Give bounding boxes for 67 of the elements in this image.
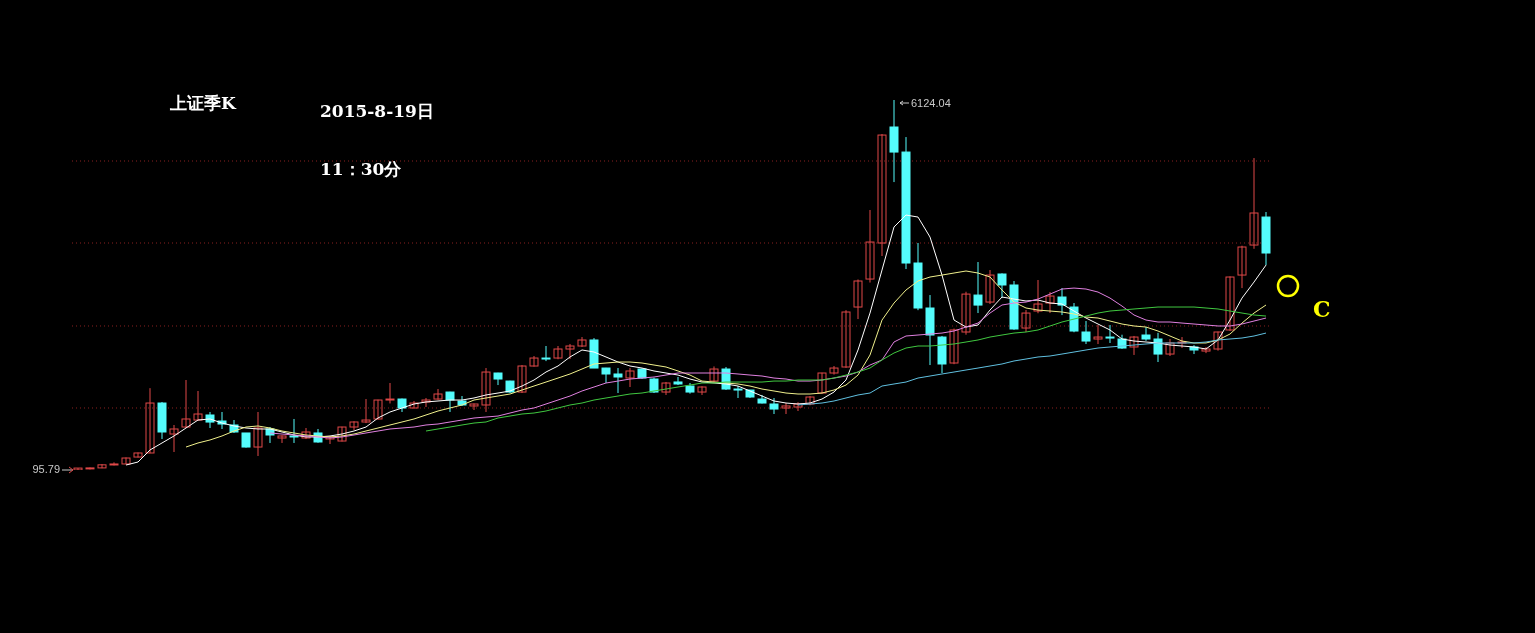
candlestick (385, 382, 395, 404)
candlestick (1129, 335, 1139, 356)
candlestick (433, 388, 443, 401)
candlestick (1141, 326, 1151, 342)
candlestick (577, 336, 587, 348)
candlestick (625, 367, 635, 388)
chart-title: 上证季K (170, 92, 236, 115)
candlestick (97, 463, 107, 469)
candlestick (601, 367, 611, 384)
candlestick (145, 387, 155, 454)
candlestick (793, 401, 803, 412)
candlestick (541, 345, 551, 362)
candlestick (985, 269, 995, 305)
candlestick (817, 372, 827, 395)
candlestick (481, 367, 491, 413)
candlestick (181, 379, 191, 429)
candlestick (841, 309, 851, 369)
candlestick (1105, 324, 1115, 344)
candlestick (529, 355, 539, 368)
candlestick (445, 391, 455, 413)
candlestick (997, 272, 1007, 299)
annotation: 6124.04 (911, 97, 951, 109)
candlestick (769, 397, 779, 415)
candlestick (1081, 320, 1091, 345)
candlestick (877, 133, 887, 257)
candlestick (1045, 291, 1055, 314)
candlestick (697, 385, 707, 396)
candlestick (673, 376, 683, 386)
candlestick (1249, 157, 1259, 250)
candlestick (289, 418, 299, 444)
candlestick (733, 385, 743, 399)
candlestick (865, 209, 875, 284)
candlestick (253, 411, 263, 457)
text: 95.79 (32, 462, 60, 475)
candlestick (337, 426, 347, 443)
candlestick (1213, 331, 1223, 352)
candlestick (1237, 245, 1247, 289)
candlestick (1021, 309, 1031, 333)
candlestick (613, 367, 623, 394)
candlestick (349, 420, 359, 431)
candlestick (553, 345, 563, 360)
candlestick (517, 364, 527, 394)
candlestick (325, 435, 335, 445)
text: C (1313, 296, 1331, 322)
candlestick (949, 328, 959, 365)
candlestick (277, 434, 287, 444)
candlestick (421, 397, 431, 408)
candlestick (973, 261, 983, 314)
candlestick (961, 291, 971, 336)
annotation: 11：30分 (320, 158, 402, 181)
candlestick (781, 402, 791, 415)
candlestick (853, 278, 863, 320)
candlestick (709, 365, 719, 383)
candlestick (1165, 338, 1175, 357)
chart-subtitle: 2015-8-19日 (320, 100, 434, 123)
candlestick (565, 343, 575, 360)
candlestick (193, 390, 203, 422)
candlestick (1033, 279, 1043, 314)
candlestick (121, 456, 131, 465)
candlestick (373, 399, 383, 420)
candlestick (829, 365, 839, 376)
candlestick (1057, 287, 1067, 316)
candlestick (1093, 324, 1103, 345)
candlestick (661, 381, 671, 396)
candlestick (361, 398, 371, 424)
candlestick (169, 424, 179, 453)
candlestick (1225, 275, 1235, 332)
